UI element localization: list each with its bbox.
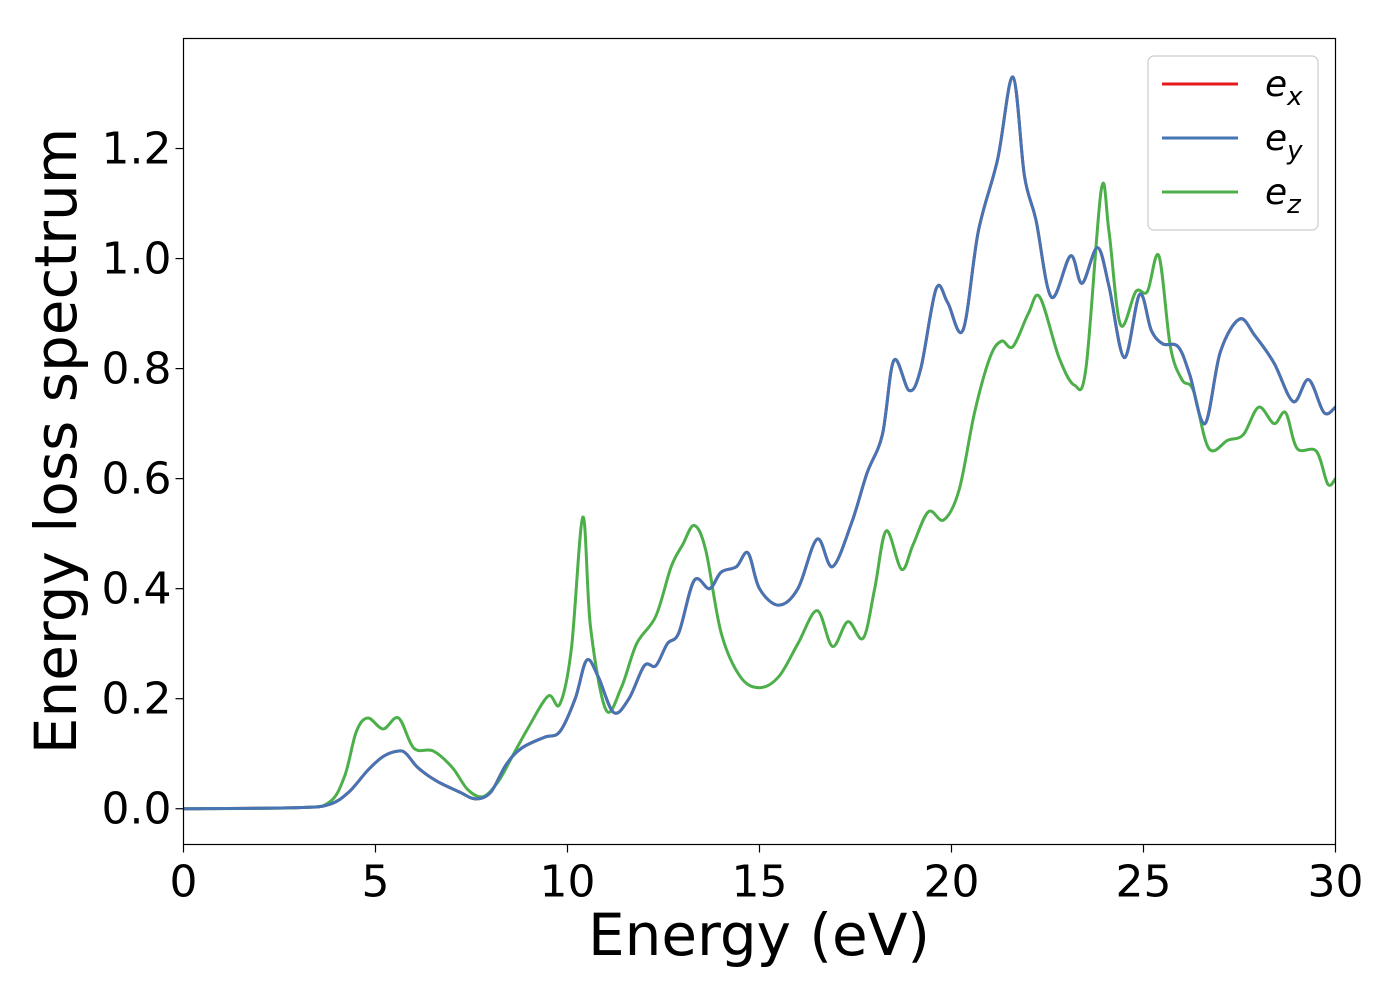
series-layer bbox=[183, 75, 1336, 811]
y-tick-label: 1.2 bbox=[102, 124, 172, 175]
series-line-e-y bbox=[183, 75, 1336, 811]
y-axis-title: Energy loss spectrum bbox=[22, 128, 90, 754]
x-axis-title: Energy (eV) bbox=[588, 901, 930, 969]
x-tick-label: 15 bbox=[732, 857, 788, 908]
x-tick-label: 30 bbox=[1308, 857, 1364, 908]
y-axis-ticks: 0.0 0.2 0.4 0.6 0.8 1.0 1.2 bbox=[102, 124, 184, 835]
y-tick-label: 0.4 bbox=[102, 564, 172, 615]
legend-subscript: z bbox=[1286, 190, 1302, 220]
x-tick-label: 5 bbox=[362, 857, 390, 908]
legend-subscript: x bbox=[1286, 82, 1303, 112]
y-tick-label: 1.0 bbox=[102, 234, 172, 285]
y-tick-label: 0.8 bbox=[102, 344, 172, 395]
x-tick-label: 20 bbox=[924, 857, 980, 908]
legend-frame bbox=[1147, 55, 1319, 231]
legend-label-e-z: ez bbox=[1265, 172, 1302, 220]
series-line-e-z bbox=[183, 181, 1336, 811]
x-tick-label: 10 bbox=[540, 857, 596, 908]
y-tick-label: 0.2 bbox=[102, 674, 172, 725]
y-tick-label: 0.0 bbox=[102, 784, 172, 835]
x-tick-label: 0 bbox=[170, 857, 198, 908]
y-tick-label: 0.6 bbox=[102, 454, 172, 505]
x-axis-ticks: 0 5 10 15 20 25 30 bbox=[170, 844, 1364, 908]
legend-subscript: y bbox=[1286, 136, 1303, 166]
x-tick-label: 25 bbox=[1116, 857, 1172, 908]
